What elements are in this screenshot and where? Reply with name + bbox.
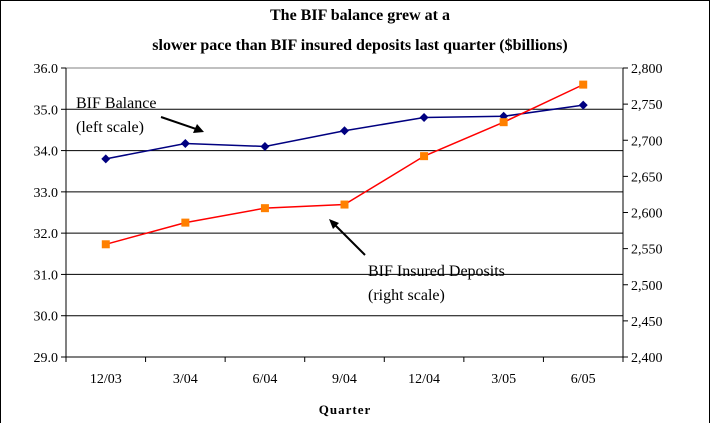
data-point-square <box>579 80 588 89</box>
data-point-square <box>420 152 429 161</box>
annotation-bif-deposits-line2: (right scale) <box>368 287 445 304</box>
annotation-bif-balance-line2: (left scale) <box>76 119 144 136</box>
left-tick-label: 31.0 <box>34 268 59 283</box>
annotation-bif-deposits-arrow-head <box>329 219 339 229</box>
right-tick-label: 2,600 <box>631 207 663 222</box>
x-tick-label: 3/04 <box>173 372 198 387</box>
data-point-diamond <box>101 154 111 164</box>
left-tick-label: 36.0 <box>34 62 59 77</box>
chart-title-line-1: The BIF balance grew at a <box>270 7 450 24</box>
data-point-diamond <box>180 139 190 149</box>
annotation-bif-deposits-line1: BIF Insured Deposits <box>368 263 505 280</box>
annotation-bif-balance-arrow-shaft <box>160 116 200 131</box>
left-tick-label: 35.0 <box>34 103 59 118</box>
data-point-square <box>181 218 190 227</box>
right-tick-label: 2,550 <box>631 243 663 258</box>
data-point-square <box>101 240 110 249</box>
right-tick-label: 2,800 <box>631 62 663 77</box>
annotation-bif-balance: BIF Balance (left scale) <box>76 95 204 136</box>
data-point-square <box>340 200 349 209</box>
x-tick-label: 3/05 <box>491 372 516 387</box>
x-tick-label: 12/04 <box>408 372 440 387</box>
data-point-diamond <box>340 126 349 136</box>
left-tick-label: 29.0 <box>34 351 59 366</box>
right-tick-label: 2,700 <box>631 134 663 149</box>
data-point-square <box>499 118 508 127</box>
annotation-bif-deposits: BIF Insured Deposits (right scale) <box>329 219 505 304</box>
data-point-square <box>260 204 269 213</box>
x-axis: 12/03 3/04 6/04 9/04 12/04 3/05 6/05 <box>65 356 624 387</box>
x-axis-title: Quarter <box>319 402 371 417</box>
data-point-diamond <box>260 141 270 151</box>
annotation-bif-balance-arrow-head <box>193 124 204 133</box>
right-tick-label: 2,500 <box>631 279 663 294</box>
left-tick-label: 32.0 <box>34 227 59 242</box>
left-tick-label: 30.0 <box>34 310 59 325</box>
series-bif-insured-deposits <box>101 80 588 249</box>
series-layer <box>101 80 588 249</box>
left-tick-label: 34.0 <box>34 145 59 160</box>
right-tick-label: 2,450 <box>631 315 663 330</box>
x-tick-label: 12/03 <box>90 372 122 387</box>
annotation-bif-balance-line1: BIF Balance <box>76 95 156 112</box>
right-tick-label: 2,750 <box>631 98 663 113</box>
x-tick-label: 6/04 <box>252 372 277 387</box>
x-tick-label: 6/05 <box>571 372 596 387</box>
x-tick-label: 9/04 <box>332 372 357 387</box>
data-point-diamond <box>419 113 429 123</box>
right-tick-label: 2,400 <box>631 351 663 366</box>
chart-title-line-2: slower pace than BIF insured deposits la… <box>152 37 567 54</box>
left-y-axis: 29.0 30.0 31.0 32.0 33.0 34.0 35.0 36.0 <box>34 62 67 366</box>
right-tick-label: 2,650 <box>631 170 663 185</box>
series-bif-balance <box>101 100 588 164</box>
data-point-diamond <box>578 100 588 110</box>
annotation-bif-deposits-arrow-shaft <box>334 224 366 256</box>
right-y-axis: 2,400 2,450 2,500 2,550 2,600 2,650 2,700 2,750… <box>622 62 663 366</box>
left-tick-label: 33.0 <box>34 186 59 201</box>
